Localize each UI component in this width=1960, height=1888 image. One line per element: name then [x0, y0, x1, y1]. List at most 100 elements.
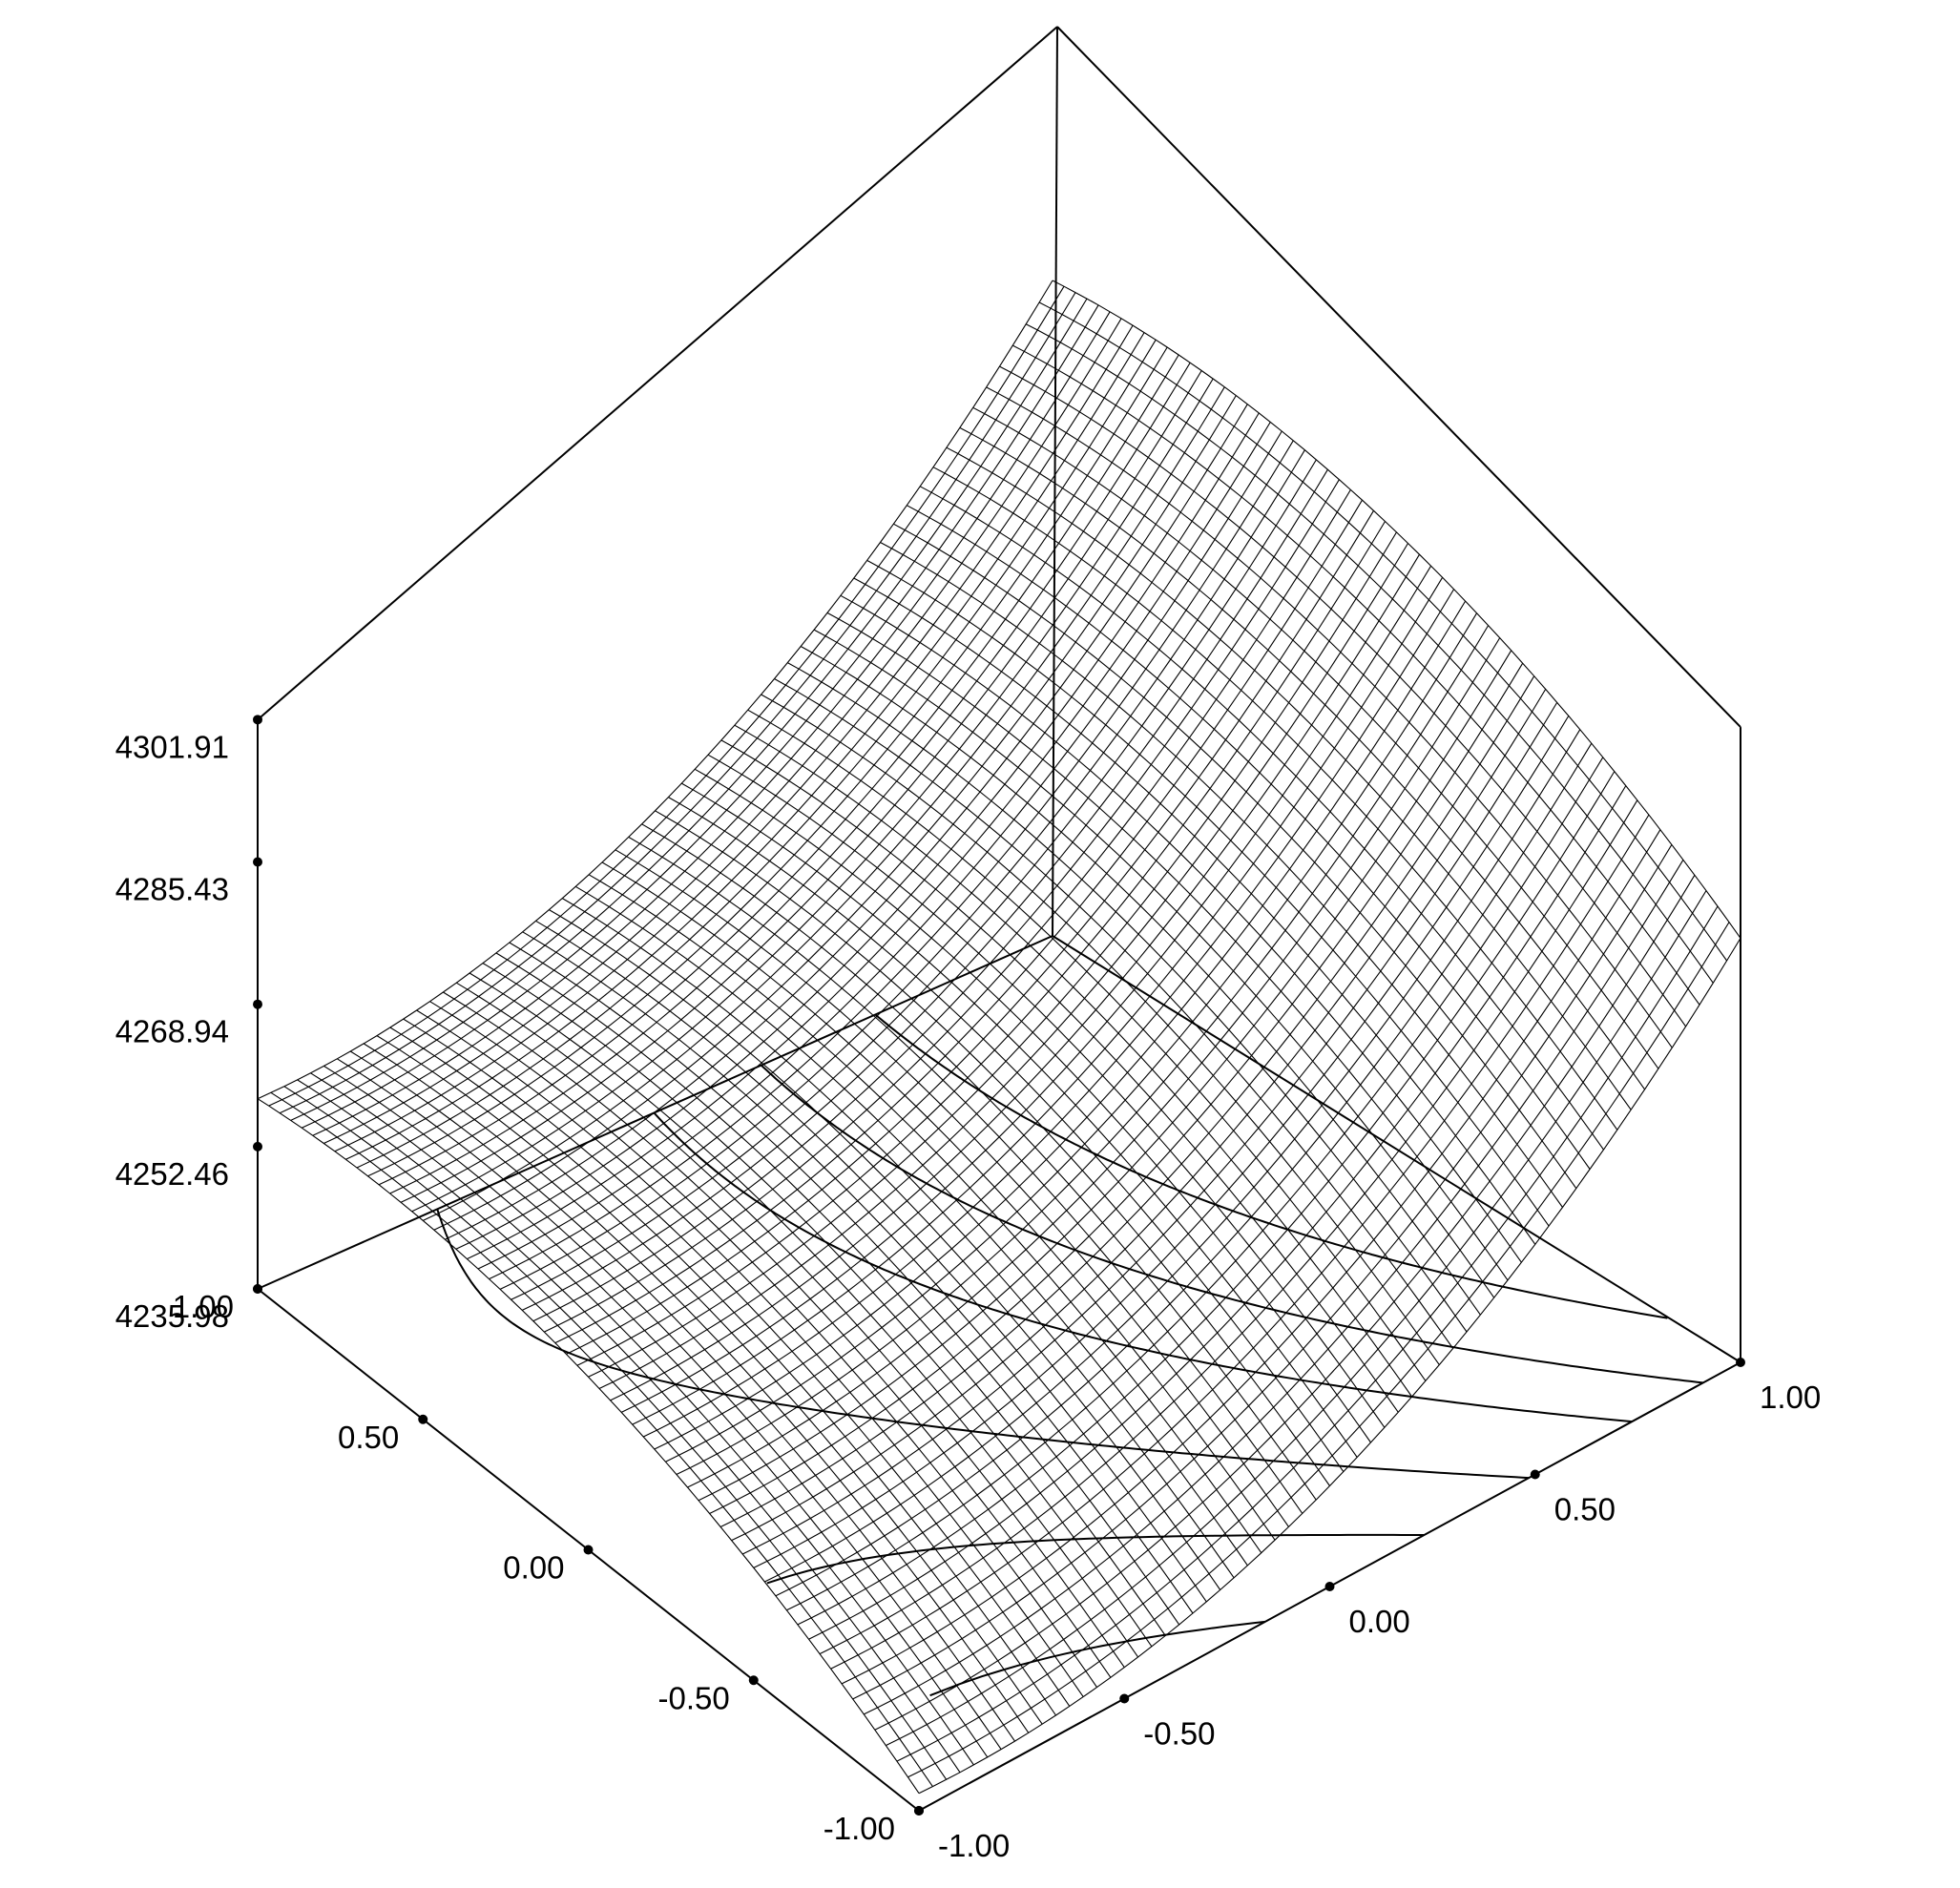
mesh-line-y-47: [400, 370, 1202, 1203]
mesh-line-y-17: [731, 689, 1547, 1542]
mesh-line-y-45: [423, 386, 1225, 1221]
x-tick-3: [1530, 1469, 1540, 1480]
z-tick-3: [253, 857, 262, 867]
mesh-line-y-27: [620, 565, 1432, 1413]
mesh-line-y-5: [864, 860, 1684, 1715]
mesh-line-y-29: [598, 543, 1408, 1389]
mesh-line-y-22: [676, 625, 1490, 1475]
z-tick-2: [253, 999, 262, 1009]
mesh-line-y-43: [445, 404, 1248, 1240]
contour-line-1: [766, 1533, 1425, 1585]
mesh-line-y-38: [499, 449, 1305, 1290]
mesh-line-y-59: [268, 285, 1065, 1107]
x-tick-label-2: 0.00: [1349, 1604, 1410, 1639]
mesh-line-y-51: [356, 339, 1157, 1169]
z-tick-label-2: 4268.94: [115, 1014, 229, 1049]
top-edge-right: [1056, 26, 1741, 728]
mesh-line-y-31: [576, 521, 1386, 1366]
mesh-line-x-19: [509, 942, 1180, 1626]
mesh-line-y-53: [334, 324, 1134, 1152]
x-tick-0: [914, 1806, 924, 1815]
mesh-line-x-32: [681, 782, 1358, 1458]
mesh-line-y-16: [741, 702, 1558, 1555]
mesh-line-x-49: [907, 505, 1591, 1170]
mesh-line-y-36: [521, 468, 1328, 1311]
z-tick-label-1: 4252.46: [115, 1156, 229, 1192]
mesh-line-y-35: [532, 479, 1340, 1322]
mesh-line-y-54: [323, 318, 1122, 1144]
mesh-line-y-60: [257, 280, 1053, 1100]
mesh-line-y-7: [841, 829, 1661, 1685]
axis-tick-labels: 4235.98 4252.46 4268.94 4285.43 4301.91 -1.00…: [115, 729, 1822, 1863]
mesh-line-y-58: [279, 292, 1076, 1114]
mesh-line-y-44: [433, 395, 1237, 1231]
y-tick-4: [253, 1284, 262, 1294]
mesh-line-y-15: [753, 716, 1570, 1568]
mesh-line-y-18: [719, 675, 1535, 1527]
mesh-line-x-10: [389, 1027, 1056, 1716]
mesh-line-y-19: [709, 662, 1524, 1514]
mesh-line-x-37: [747, 709, 1427, 1381]
mesh-line-y-11: [797, 771, 1616, 1626]
mesh-line-y-21: [687, 637, 1501, 1488]
y-tick-1: [748, 1675, 759, 1686]
mesh-line-y-57: [290, 298, 1088, 1121]
mesh-line-y-33: [554, 499, 1363, 1344]
mesh-line-x-51: [932, 467, 1618, 1131]
mesh-line-y-40: [477, 430, 1282, 1270]
z-tick-1: [253, 1141, 262, 1151]
mesh-line-x-34: [707, 754, 1386, 1428]
mesh-line-y-24: [654, 600, 1467, 1450]
mesh-line-x-42: [813, 629, 1495, 1298]
mesh-line-y-23: [665, 612, 1478, 1463]
mesh-line-y-1: [907, 922, 1730, 1778]
contour-line-4: [761, 1064, 1703, 1384]
mesh-line-y-42: [455, 412, 1260, 1250]
mesh-line-y-0: [918, 938, 1741, 1795]
y-tick-label-1: -0.50: [658, 1680, 730, 1715]
mesh-line-x-12: [416, 1009, 1084, 1697]
mesh-line-y-9: [819, 799, 1638, 1655]
mesh-line-y-34: [544, 489, 1351, 1333]
mesh-line-x-36: [734, 724, 1413, 1398]
x-tick-label-4: 1.00: [1760, 1380, 1821, 1415]
mesh-line-y-39: [489, 440, 1294, 1280]
z-tick-4: [253, 715, 262, 725]
mesh-line-y-25: [642, 589, 1455, 1438]
mesh-line-y-41: [467, 422, 1271, 1260]
y-tick-3: [418, 1414, 428, 1424]
mesh-line-y-32: [566, 510, 1374, 1355]
mesh-line-y-55: [312, 311, 1111, 1136]
top-edge-left: [257, 26, 1058, 721]
mesh-line-y-48: [389, 362, 1191, 1194]
mesh-line-x-52: [946, 446, 1632, 1110]
mesh-line-y-26: [632, 577, 1444, 1425]
x-tick-label-1: -0.50: [1143, 1716, 1215, 1752]
y-tick-label-3: 0.50: [338, 1420, 399, 1455]
mesh-line-y-4: [874, 875, 1696, 1731]
mesh-line-y-13: [775, 742, 1593, 1597]
z-tick-label-4: 4301.91: [115, 729, 229, 764]
mesh-line-y-6: [852, 844, 1673, 1700]
x-tick-label-3: 0.50: [1554, 1492, 1616, 1527]
mesh-line-y-28: [610, 553, 1420, 1401]
mesh-line-y-2: [896, 905, 1719, 1762]
mesh-line-y-56: [301, 304, 1099, 1129]
contour-line-2: [436, 1209, 1530, 1480]
y-tick-2: [583, 1545, 594, 1555]
mesh-line-x-48: [893, 523, 1577, 1190]
y-tick-label-2: 0.00: [503, 1550, 564, 1586]
x-tick-label-0: -1.00: [938, 1828, 1010, 1863]
mesh-line-y-14: [764, 729, 1581, 1583]
contour-line-3: [653, 1111, 1633, 1423]
z-tick-label-0: 4235.98: [115, 1298, 229, 1334]
mesh-line-y-49: [378, 354, 1179, 1186]
mesh-line-y-20: [698, 650, 1512, 1502]
mesh-line-x-41: [800, 646, 1481, 1316]
mesh-line-y-30: [588, 531, 1397, 1378]
x-tick-2: [1324, 1582, 1335, 1591]
back-vertical-edge: [1052, 26, 1058, 937]
y-tick-label-4: 1.00: [173, 1289, 234, 1324]
mesh-line-y-46: [411, 378, 1214, 1213]
